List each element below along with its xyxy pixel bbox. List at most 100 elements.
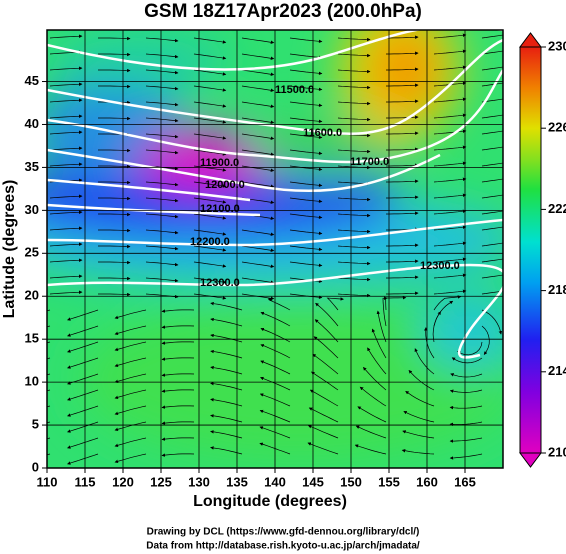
streamline: [449, 405, 483, 410]
streamline: [47, 357, 51, 360]
streamline: [98, 52, 131, 57]
streamline: [114, 437, 147, 447]
colorbar-extend-max: [519, 32, 542, 48]
streamline: [481, 130, 503, 135]
streamline: [481, 226, 503, 231]
streamline: [386, 243, 419, 247]
streamline: [67, 357, 99, 369]
streamline: [376, 310, 387, 343]
streamline: [268, 298, 291, 311]
streamline: [481, 146, 503, 151]
streamline: [433, 257, 467, 263]
streamline: [289, 197, 323, 204]
streamline: [405, 390, 435, 407]
wind-field: 11500.0 11600.0 11700.0 11900.0 12000.0 …: [47, 30, 503, 468]
streamline: [337, 101, 371, 106]
streamline: [47, 389, 51, 392]
streamline: [289, 261, 323, 268]
y-tick-label: 45: [25, 73, 39, 88]
y-tick-label: 15: [25, 331, 39, 346]
grid: [47, 30, 503, 468]
streamline: [337, 229, 371, 234]
streamline: [449, 453, 483, 460]
streamline: [114, 421, 147, 431]
streamline: [337, 245, 371, 250]
streamline: [114, 325, 147, 335]
streamline: [401, 448, 435, 455]
streamline: [241, 69, 275, 76]
contour-labels: 11500.0 11600.0 11700.0 11900.0 12000.0 …: [190, 84, 460, 289]
streamline: [145, 197, 179, 203]
streamline: [289, 213, 323, 220]
streamline: [481, 325, 490, 355]
streamline: [481, 34, 503, 39]
streamline: [481, 50, 503, 55]
streamline: [433, 161, 467, 167]
streamline: [481, 274, 503, 279]
streamline: [114, 373, 147, 383]
colorbar-extend-min: [519, 452, 542, 468]
streamline: [145, 117, 179, 123]
streamline: [433, 177, 467, 183]
contour-label: 11700.0: [350, 156, 389, 168]
streamline: [145, 229, 179, 235]
streamline: [289, 229, 323, 236]
streamline: [450, 373, 483, 378]
streamline: [289, 69, 323, 76]
contour-label: 12300.0: [420, 260, 460, 272]
streamline: [403, 411, 435, 423]
streamline: [337, 261, 371, 266]
streamline: [355, 425, 387, 439]
streamline: [161, 389, 195, 393]
streamline: [433, 33, 467, 39]
streamline: [289, 181, 323, 188]
streamline: [337, 197, 371, 202]
colorbar-tick-label: 230: [548, 38, 566, 53]
streamline: [326, 297, 344, 311]
streamline: [49, 162, 83, 167]
streamline: [363, 366, 387, 391]
streamline: [337, 85, 371, 90]
streamline: [47, 309, 51, 312]
colorbar: 210 214 218 222 226 230: [519, 32, 566, 468]
streamline: [161, 309, 195, 313]
streamline: [49, 242, 83, 247]
x-tick-label: 160: [416, 474, 438, 489]
streamline: [289, 245, 323, 252]
streamline: [241, 85, 275, 92]
x-tick-label: 140: [264, 474, 286, 489]
streamline: [161, 325, 195, 329]
streamline: [481, 66, 503, 71]
streamline: [433, 65, 467, 71]
streamline: [47, 405, 51, 408]
streamline: [433, 209, 467, 215]
streamline: [161, 373, 195, 377]
streamline: [241, 245, 275, 252]
streamline: [241, 53, 275, 60]
streamline: [260, 360, 291, 375]
streamline: [313, 336, 339, 359]
x-tick-label: 135: [226, 474, 248, 489]
streamline: [49, 258, 83, 263]
streamline: [433, 273, 467, 279]
streamline: [311, 371, 339, 391]
streamline: [386, 115, 419, 119]
streamline: [98, 68, 131, 73]
streamline: [49, 226, 83, 231]
streamline: [481, 258, 503, 263]
streamline: [337, 117, 371, 122]
streamline: [241, 149, 275, 156]
streamline: [98, 116, 131, 121]
streamline: [161, 421, 195, 425]
colorbar-tick-label: 210: [548, 444, 566, 459]
streamline: [481, 309, 503, 335]
streamline: [145, 149, 179, 155]
streamline: [67, 325, 99, 337]
streamline: [337, 69, 371, 74]
credit: Data from http://database.rish.kyoto-u.a…: [146, 541, 420, 552]
streamline: [241, 117, 275, 124]
streamline: [98, 180, 131, 185]
streamline: [67, 437, 99, 449]
title: GSM 18Z17Apr2023 (200.0hPa): [144, 1, 422, 22]
streamline: [241, 133, 275, 140]
